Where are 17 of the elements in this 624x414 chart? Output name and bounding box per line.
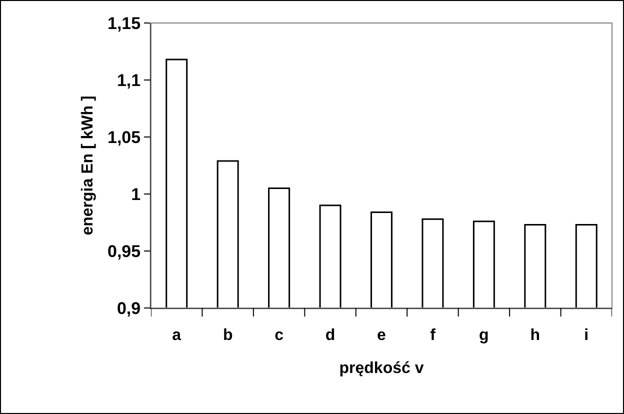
x-axis-title: prędkość v [339,360,424,377]
y-tick-label: 1,15 [108,14,141,33]
y-tick-label: 0,95 [108,242,141,261]
y-axis-title: energia En [ kWh ] [79,96,96,236]
x-tick-label: a [172,327,182,344]
y-tick-label: 1 [131,184,141,204]
x-tick-label: h [530,327,540,344]
y-tick-label: 0,9 [116,298,141,318]
x-tick-label: e [377,327,386,344]
x-tick-label: f [430,327,436,344]
x-tick-label: g [479,327,489,344]
y-tick-label: 1,05 [108,128,141,147]
x-tick-label: i [584,327,589,344]
x-tick-label: b [222,327,233,344]
x-tick-label: d [325,327,336,344]
y-tick-label: 1,1 [116,70,141,90]
x-tick-label: c [274,327,284,344]
